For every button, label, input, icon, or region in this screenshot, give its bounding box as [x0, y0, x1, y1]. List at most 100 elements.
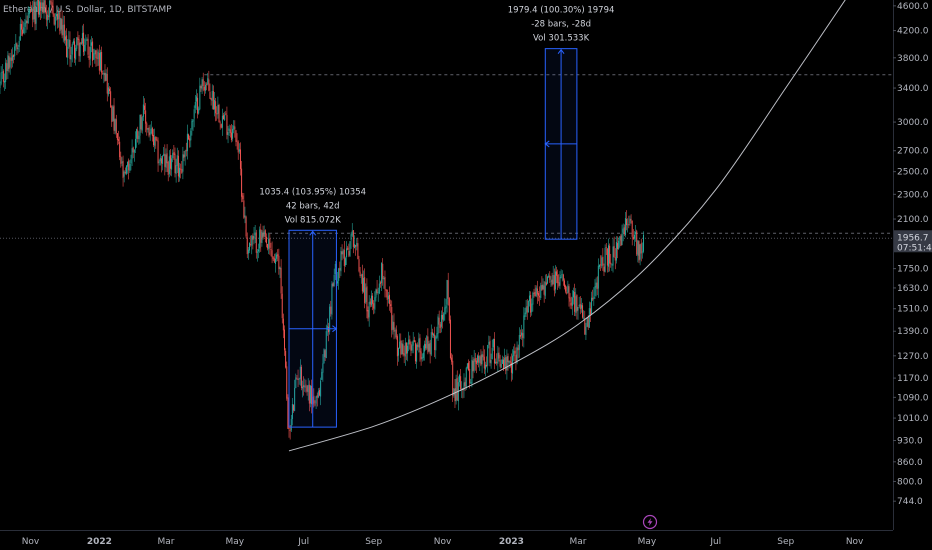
candle-body: [279, 267, 281, 270]
x-axis[interactable]: Nov 2022 Mar May Jul Sep Nov 2023 Mar May Jul Sep No…: [0, 530, 932, 550]
candle-body: [62, 25, 64, 35]
candle: [110, 87, 112, 108]
y-tick-label: 4200.0: [897, 27, 929, 37]
candle-body: [176, 155, 178, 166]
candle-body: [373, 303, 375, 309]
candle: [103, 70, 105, 84]
candle-body: [277, 254, 279, 257]
candle-body: [112, 106, 114, 122]
candle-body: [90, 42, 92, 46]
candle-body: [545, 282, 547, 285]
candle: [632, 229, 634, 240]
candle: [43, 0, 45, 19]
candle: [164, 144, 166, 176]
candle-body: [203, 86, 205, 91]
candle-body: [81, 33, 83, 44]
candle: [363, 270, 365, 294]
candle: [259, 226, 261, 253]
candle: [348, 243, 350, 258]
candle: [495, 358, 497, 365]
candle: [34, 0, 36, 31]
measure-box-1[interactable]: 1035.4 (103.95%) 10354 42 bars, 42d Vol 81…: [259, 187, 366, 428]
candle: [219, 120, 221, 130]
candle: [381, 262, 383, 292]
curve-layer[interactable]: [288, 0, 849, 452]
candle: [287, 394, 289, 429]
candle: [25, 12, 27, 33]
candle: [535, 285, 537, 298]
candle: [534, 285, 536, 297]
candle-body: [302, 386, 304, 389]
candle: [620, 234, 622, 247]
candle: [324, 349, 326, 362]
candle: [414, 340, 416, 364]
candle: [404, 337, 406, 366]
candle-body: [560, 274, 562, 279]
candle-body: [186, 133, 188, 152]
candle: [470, 378, 472, 384]
candle-body: [58, 11, 60, 20]
candle: [422, 345, 424, 361]
candle: [374, 291, 376, 314]
candle-body: [286, 366, 288, 399]
candle-body: [628, 224, 630, 225]
candle: [350, 232, 352, 249]
candle-body: [633, 234, 635, 239]
candle-body: [68, 39, 70, 47]
candle-body: [66, 35, 68, 58]
candle: [633, 231, 635, 247]
candle: [33, 0, 35, 23]
candle-body: [455, 379, 457, 402]
candle-body: [87, 38, 89, 55]
candle: [174, 147, 176, 178]
candle: [150, 121, 152, 135]
candle-body: [321, 372, 323, 380]
candle: [545, 274, 547, 286]
candle-body: [165, 154, 167, 168]
support-curve[interactable]: [288, 0, 849, 452]
candle-body: [145, 110, 147, 124]
measurements-layer[interactable]: 1035.4 (103.95%) 10354 42 bars, 42d Vol 81…: [259, 6, 615, 428]
candle-body: [260, 229, 262, 243]
candle: [57, 10, 59, 29]
candle: [321, 368, 323, 381]
candle-body: [475, 360, 477, 364]
candle-body: [554, 271, 556, 290]
candle: [307, 378, 309, 401]
candle: [460, 369, 462, 392]
candle: [271, 241, 273, 264]
candle: [171, 155, 173, 177]
candle-body: [209, 91, 211, 99]
candle-body: [101, 51, 103, 73]
candle: [255, 229, 257, 259]
candle-body: [508, 361, 510, 364]
candle: [233, 120, 235, 134]
candle-body: [179, 167, 181, 178]
candle-body: [343, 249, 345, 266]
candle: [206, 82, 208, 91]
y-axis[interactable]: 4600.0 4200.0 3800.0 3400.0 3000.0 2700.0 2500…: [893, 0, 932, 550]
candle-body: [291, 403, 293, 419]
candle: [605, 242, 607, 255]
y-tick-label: 744.0: [897, 497, 923, 507]
measure-box-2[interactable]: 1979.4 (100.30%) 19794 -28 bars, -28d Vol …: [508, 6, 615, 240]
candle: [636, 229, 638, 256]
candle-body: [435, 336, 437, 351]
candle: [39, 0, 41, 18]
candle-body: [477, 355, 479, 363]
candle-body: [247, 249, 249, 254]
candle-body: [382, 263, 384, 280]
candle-body: [381, 262, 383, 284]
candle-body: [272, 256, 274, 260]
candle-body: [49, 0, 51, 18]
candle: [333, 268, 335, 287]
candle-body: [361, 274, 363, 292]
candle-body: [242, 195, 244, 200]
lightning-bolt-icon[interactable]: [642, 514, 658, 530]
candle: [631, 220, 633, 246]
candle-body: [566, 292, 568, 294]
candle: [172, 149, 174, 163]
candle: [330, 300, 332, 317]
measure-label: 1035.4 (103.95%) 10354: [259, 187, 366, 197]
